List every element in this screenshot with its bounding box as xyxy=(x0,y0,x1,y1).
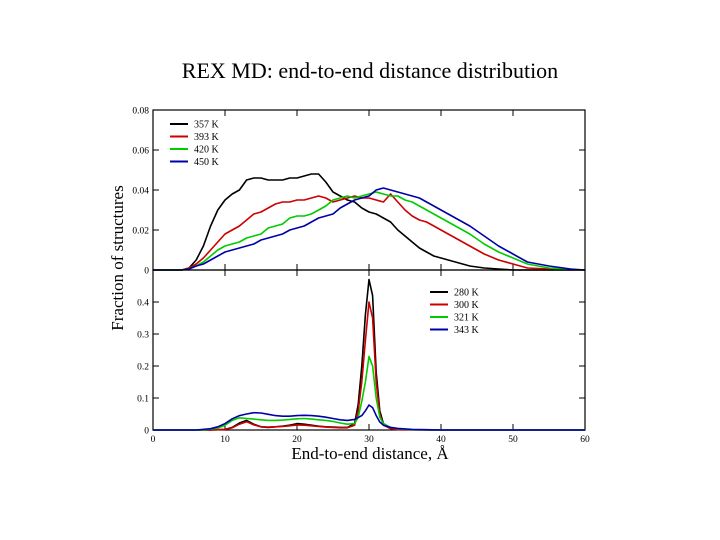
x-tick-label: 30 xyxy=(364,435,374,445)
y-tick-label: 0.3 xyxy=(137,331,149,341)
y-tick-label: 0.1 xyxy=(137,395,149,405)
legend-label: 321 K xyxy=(454,313,480,324)
series-line xyxy=(153,187,586,271)
slide-title: REX MD: end-to-end distance distribution xyxy=(181,58,559,83)
x-tick-label: 10 xyxy=(220,435,230,445)
series-line xyxy=(153,404,585,431)
x-tick-label: 50 xyxy=(508,435,518,445)
y-tick-label: 0.04 xyxy=(132,187,149,197)
y-tick-label: 0 xyxy=(144,267,149,277)
series-line xyxy=(153,193,586,271)
y-tick-label: 0.2 xyxy=(137,363,149,373)
series-line xyxy=(153,173,585,271)
y-tick-label: 0.08 xyxy=(132,107,149,117)
series-line xyxy=(153,355,585,431)
y-tick-label: 0.06 xyxy=(132,147,149,157)
legend-label: 357 K xyxy=(194,120,220,131)
legend-label: 393 K xyxy=(194,132,220,143)
legend-label: 343 K xyxy=(454,325,480,336)
x-tick-label: 60 xyxy=(580,435,590,445)
y-tick-label: 0 xyxy=(144,427,149,437)
x-tick-label: 20 xyxy=(292,435,302,445)
series-line xyxy=(153,191,586,271)
y-tick-label: 0.02 xyxy=(132,227,149,237)
legend-label: 300 K xyxy=(454,300,480,311)
y-tick-label: 0.4 xyxy=(137,299,149,309)
legend-label: 450 K xyxy=(194,157,220,168)
x-tick-label: 0 xyxy=(151,435,156,445)
legend-label: 420 K xyxy=(194,145,220,156)
x-axis-label: End-to-end distance, Å xyxy=(291,444,449,463)
x-tick-label: 40 xyxy=(436,435,446,445)
legend-label: 280 K xyxy=(454,288,480,299)
series-line xyxy=(153,301,585,431)
